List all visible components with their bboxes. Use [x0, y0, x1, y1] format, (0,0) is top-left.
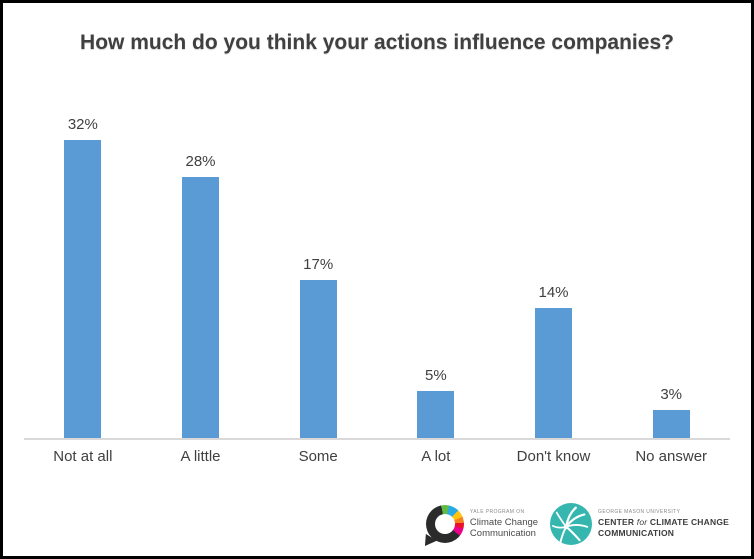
bar-value-label: 17% — [303, 256, 334, 273]
gmu-line1: CENTER for CLIMATE CHANGE — [598, 516, 729, 527]
yale-ccc-logo: YALE PROGRAM ON Climate Change Communica… — [424, 505, 538, 546]
gmu-line2: COMMUNICATION — [598, 528, 675, 538]
color-ring — [425, 505, 464, 543]
bar — [64, 140, 102, 438]
bar-column: 17% — [259, 256, 377, 438]
bar-value-label: 14% — [538, 284, 569, 301]
yale-logo-text: YALE PROGRAM ON Climate Change Communica… — [470, 509, 538, 540]
yale-line2: Communication — [469, 528, 536, 539]
bar-value-label: 32% — [67, 116, 98, 133]
category-label: A lot — [421, 448, 451, 465]
bar-column: 28% — [142, 153, 260, 438]
gmu-eyebrow: GEORGE MASON UNIVERSITY — [598, 508, 681, 515]
yale-line1: Climate Change — [469, 516, 539, 528]
category-label: Don't know — [516, 448, 591, 465]
bar-column: 3% — [612, 386, 730, 438]
bar — [652, 410, 690, 438]
gmu-ccc-logo: GEORGE MASON UNIVERSITY CENTER for CLIMA… — [550, 503, 729, 545]
category-axis: Not at all A little Some A lot Don't know No … — [24, 448, 730, 465]
bar-chart: 32% 28% 17% 5% 14% 3% Not at all A little Some A… — [24, 103, 730, 465]
bar — [535, 308, 573, 438]
bar — [417, 391, 455, 438]
palm-starburst-icon — [550, 503, 593, 545]
bar-column: 14% — [495, 284, 613, 438]
bars-row: 32% 28% 17% 5% 14% 3% — [24, 103, 730, 438]
bar — [182, 177, 219, 438]
bar-column: 32% — [24, 116, 142, 438]
category-label: Some — [298, 448, 338, 465]
bar-value-label: 5% — [425, 367, 447, 384]
bar-column: 5% — [377, 367, 495, 438]
gmu-logo-text: GEORGE MASON UNIVERSITY CENTER for CLIMA… — [598, 509, 729, 539]
yale-eyebrow: YALE PROGRAM ON — [469, 508, 525, 515]
bar-value-label: 28% — [185, 153, 216, 170]
footer-logos: YALE PROGRAM ON Climate Change Communica… — [424, 503, 729, 546]
bar-value-label: 3% — [660, 386, 683, 403]
category-label: Not at all — [53, 448, 113, 465]
speech-bubble-ring-icon — [424, 505, 464, 546]
chart-title: How much do you think your actions influ… — [80, 31, 674, 54]
category-label: No answer — [635, 448, 708, 465]
bar — [299, 280, 337, 438]
x-axis-line — [24, 438, 730, 440]
category-label: A little — [180, 448, 221, 465]
